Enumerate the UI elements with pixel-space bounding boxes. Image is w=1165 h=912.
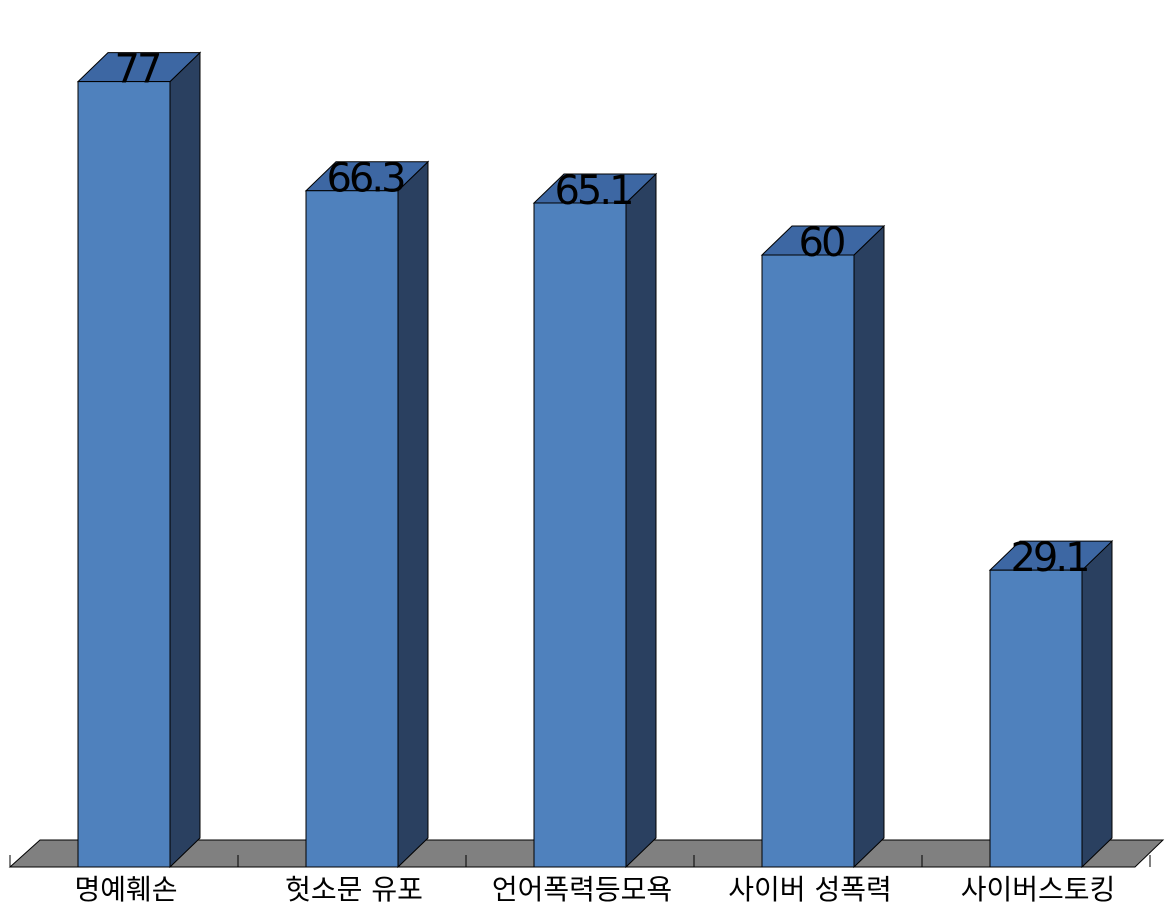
data-label: 29.1: [1010, 535, 1087, 581]
bar: [760, 224, 886, 869]
bar: [304, 160, 430, 869]
bar: [988, 540, 1114, 869]
x-tick-label: 헛소문 유포: [285, 873, 423, 906]
category-labels-group: 명예훼손 헛소문 유포 언어폭력등모욕 사이버 성폭력 사이버스토킹: [74, 873, 1115, 906]
bar-front-face: [305, 190, 399, 868]
x-tick-label: 사이버스토킹: [961, 873, 1116, 906]
data-label: 60: [799, 220, 844, 266]
data-label: 65.1: [554, 168, 631, 214]
bars-group: [76, 51, 1114, 869]
data-label: 66.3: [326, 156, 404, 202]
bar: [76, 51, 202, 869]
x-tick-label: 사이버 성폭력: [728, 873, 891, 906]
bar: [532, 172, 658, 869]
bar-side-face: [397, 160, 429, 869]
bar-side-face: [1081, 540, 1113, 869]
bar-front-face: [989, 569, 1083, 868]
bar-side-face: [853, 224, 885, 869]
bar-front-face: [533, 202, 627, 868]
x-tick-label: 명예훼손: [74, 873, 177, 906]
bar-side-face: [625, 172, 657, 869]
bar-front-face: [761, 254, 855, 868]
x-tick-label: 언어폭력등모욕: [492, 873, 672, 906]
bar-side-face: [169, 51, 201, 869]
bar-front-face: [77, 81, 171, 868]
data-label: 77: [115, 47, 160, 93]
value-labels-group: 77 66.3 65.1 60 29.1: [115, 47, 1091, 582]
